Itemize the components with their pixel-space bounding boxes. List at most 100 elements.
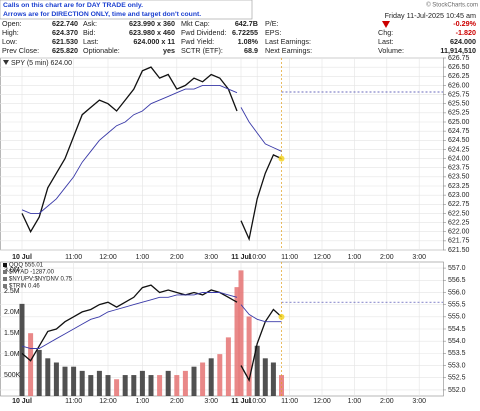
volume-bar xyxy=(254,345,260,396)
y-tick-label: 557.0 xyxy=(448,265,466,272)
volume-bar xyxy=(217,354,223,396)
y-tick-label: 625.50 xyxy=(448,101,470,108)
volume-bar xyxy=(96,370,102,396)
legend-symbol xyxy=(3,60,9,65)
x-tick-label: 11:00 xyxy=(65,254,82,261)
moving-average xyxy=(21,84,282,214)
y-tick-label: 622.75 xyxy=(448,201,470,208)
field-value: 625.820 xyxy=(52,46,78,55)
volume-bar xyxy=(234,287,240,396)
volume-bar xyxy=(225,337,231,396)
volume-bar xyxy=(165,370,171,396)
y-tick-label: 625.00 xyxy=(448,119,470,126)
x-tick-label: 12:00 xyxy=(99,398,117,405)
y-tick-label: 625.25 xyxy=(448,110,470,117)
y-tick-label: 623.75 xyxy=(448,165,470,172)
down-arrow xyxy=(382,21,390,28)
x-tick-label: 11:00 xyxy=(281,254,298,261)
x-tick-label: 2:00 xyxy=(380,254,394,261)
y-tick-label: 554.5 xyxy=(448,326,466,333)
x-tick-label: 10 Jul xyxy=(12,398,32,405)
field-label: Prev Close: xyxy=(2,46,39,55)
field-value: 624.000 x 11 xyxy=(133,37,175,46)
field-label: Fwd Dividend: xyxy=(181,28,227,37)
legend: $TRIN 0.46 xyxy=(9,284,40,290)
y-tick-label: 624.75 xyxy=(448,128,470,135)
volume-bar xyxy=(105,375,111,396)
x-tick-label: 11:00 xyxy=(65,398,82,405)
y-tick-label: 554.0 xyxy=(448,338,466,345)
watermark: © StockCharts.com xyxy=(426,2,478,9)
y-tick-label: 622.00 xyxy=(448,229,470,236)
y-tick-label: 553.5 xyxy=(448,350,466,357)
x-tick-label: 2:00 xyxy=(170,254,184,261)
x-tick-label: 12:00 xyxy=(313,398,331,405)
y-tick-label: 621.75 xyxy=(448,238,470,245)
x-tick-label: 11:00 xyxy=(281,398,298,405)
legend: $NYAD -1287.00 xyxy=(9,270,55,276)
y-tick-label: 624.50 xyxy=(448,137,470,144)
legend: SPY (5 min) 624.00 xyxy=(11,60,72,67)
y-tick-label: 552.5 xyxy=(448,375,466,382)
field-label: EPS: xyxy=(265,28,281,37)
field-label: Optionable: xyxy=(83,46,120,55)
x-tick-label: 3:00 xyxy=(412,398,426,405)
legend-swatch xyxy=(3,277,7,281)
x-tick-label: 2:00 xyxy=(170,398,184,405)
field-value: 624.000 xyxy=(450,37,476,46)
field-label: Chg: xyxy=(378,28,393,37)
field-label: P/E: xyxy=(265,19,279,28)
field-label: Next Earnings: xyxy=(265,46,312,55)
y-tick-label: 552.0 xyxy=(448,387,466,394)
field-label: Volume: xyxy=(378,46,404,55)
x-tick-label: 12:00 xyxy=(99,254,117,261)
header: Friday 11-Jul-2025 10:45 am-0.29% Open: 62… xyxy=(2,11,477,55)
volume-tick-label: 500K xyxy=(4,372,21,379)
x-tick-label: 11 Jul xyxy=(231,398,251,405)
legend-swatch xyxy=(3,263,7,267)
x-tick-label: 1:00 xyxy=(136,254,150,261)
volume-bar xyxy=(208,358,214,396)
x-tick-label: 11 Jul xyxy=(231,254,251,261)
volume-bar xyxy=(200,362,206,396)
volume-bar xyxy=(36,349,42,396)
y-tick-label: 624.25 xyxy=(448,146,470,153)
y-tick-label: 623.25 xyxy=(448,183,470,190)
y-tick-label: 556.5 xyxy=(448,277,466,284)
volume-bar xyxy=(114,379,120,396)
volume-bar xyxy=(131,375,137,396)
field-label: Low: xyxy=(2,37,17,46)
volume-bar xyxy=(28,333,34,396)
field-label: Last Earnings: xyxy=(265,37,311,46)
legend: QQQ 555.01 xyxy=(9,263,44,269)
legend-swatch xyxy=(3,284,7,288)
volume-bar xyxy=(71,366,77,396)
last-point xyxy=(278,313,285,320)
volume-bar xyxy=(62,366,68,396)
volume-bar xyxy=(191,366,197,396)
volume-bar xyxy=(139,370,145,396)
volume-bar xyxy=(19,303,25,396)
field-value: 1.08% xyxy=(238,37,259,46)
x-tick-label: 3:00 xyxy=(204,254,218,261)
volume-bar xyxy=(174,375,180,396)
notice-line: Arrows are for DIRECTION ONLY, time and … xyxy=(3,11,201,18)
x-tick-label: 3:00 xyxy=(204,398,218,405)
y-tick-label: 555.0 xyxy=(448,314,466,321)
y-tick-label: 626.75 xyxy=(448,55,470,62)
y-tick-label: 553.0 xyxy=(448,362,466,369)
volume-bar xyxy=(122,375,128,396)
field-value: 6.72255 xyxy=(232,28,258,37)
volume-bar xyxy=(148,375,154,396)
field-label: Fwd Yield: xyxy=(181,37,214,46)
legend: $NYUPV:$NYDNV 0.75 xyxy=(9,277,73,283)
field-value: 623.980 x 460 xyxy=(129,28,175,37)
volume-bar xyxy=(246,316,252,396)
last-point xyxy=(278,155,285,162)
field-value: 624.370 xyxy=(52,28,78,37)
field-value: yes xyxy=(163,46,175,55)
field-label: Mkt Cap: xyxy=(181,19,210,28)
y-tick-label: 622.50 xyxy=(448,210,470,217)
